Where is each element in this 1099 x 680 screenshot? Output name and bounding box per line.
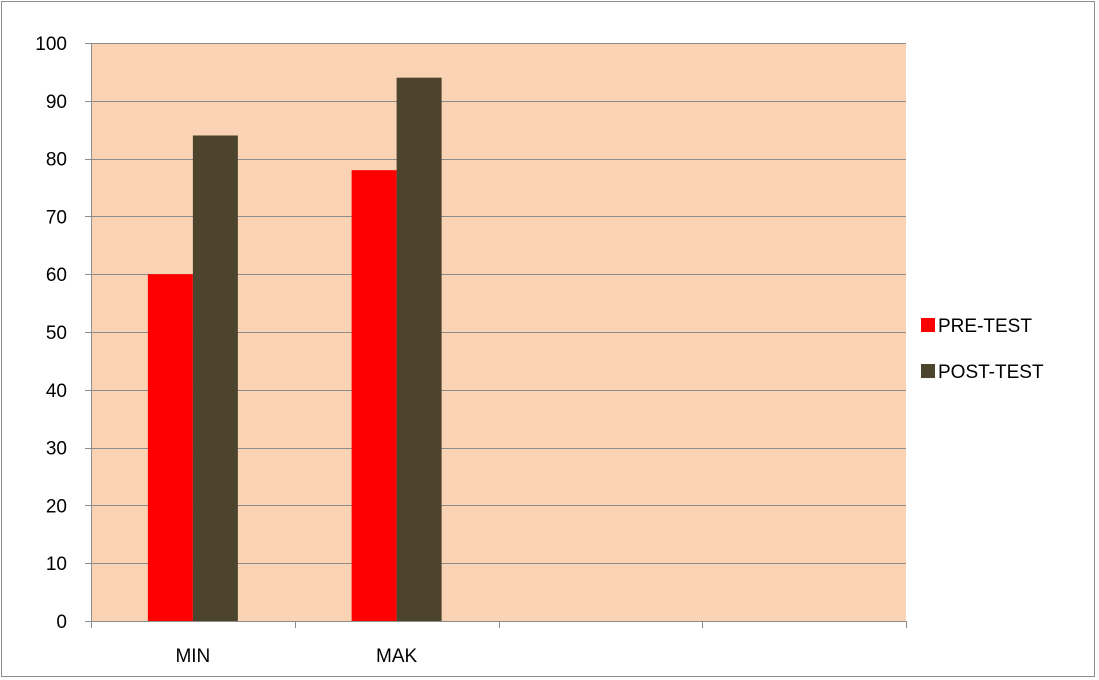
y-tick-label: 40 [46, 381, 67, 402]
y-tick-label: 80 [46, 150, 67, 171]
bar-pre-test-mak [351, 170, 397, 621]
bar-post-test-min [192, 135, 238, 622]
legend-swatch-post-test [921, 364, 935, 378]
y-tick-label: 30 [46, 439, 67, 460]
x-tick-label-mak: MAK [376, 646, 418, 667]
y-tick-label: 60 [46, 265, 67, 286]
legend-swatch-pre-test [921, 318, 935, 332]
y-tick-label: 0 [56, 612, 67, 633]
y-tick-label: 20 [46, 496, 67, 517]
y-tick-label: 50 [46, 323, 67, 344]
x-tick-labels: MIN MAK [175, 646, 417, 667]
y-tick-label: 100 [35, 34, 67, 55]
x-tick-label-min: MIN [175, 646, 210, 667]
legend-label-pre-test: PRE-TEST [938, 316, 1032, 337]
bar-post-test-mak [396, 77, 442, 622]
bars [147, 77, 442, 622]
y-tick-label: 70 [46, 207, 67, 228]
y-tick-labels: 0 10 20 30 40 50 60 70 80 90 100 [35, 34, 67, 633]
axes [85, 43, 907, 628]
bar-pre-test-min [147, 274, 193, 621]
y-tick-label: 90 [46, 92, 67, 113]
y-tick-label: 10 [46, 554, 67, 575]
legend: PRE-TEST POST-TEST [921, 316, 1044, 383]
legend-label-post-test: POST-TEST [938, 362, 1044, 383]
